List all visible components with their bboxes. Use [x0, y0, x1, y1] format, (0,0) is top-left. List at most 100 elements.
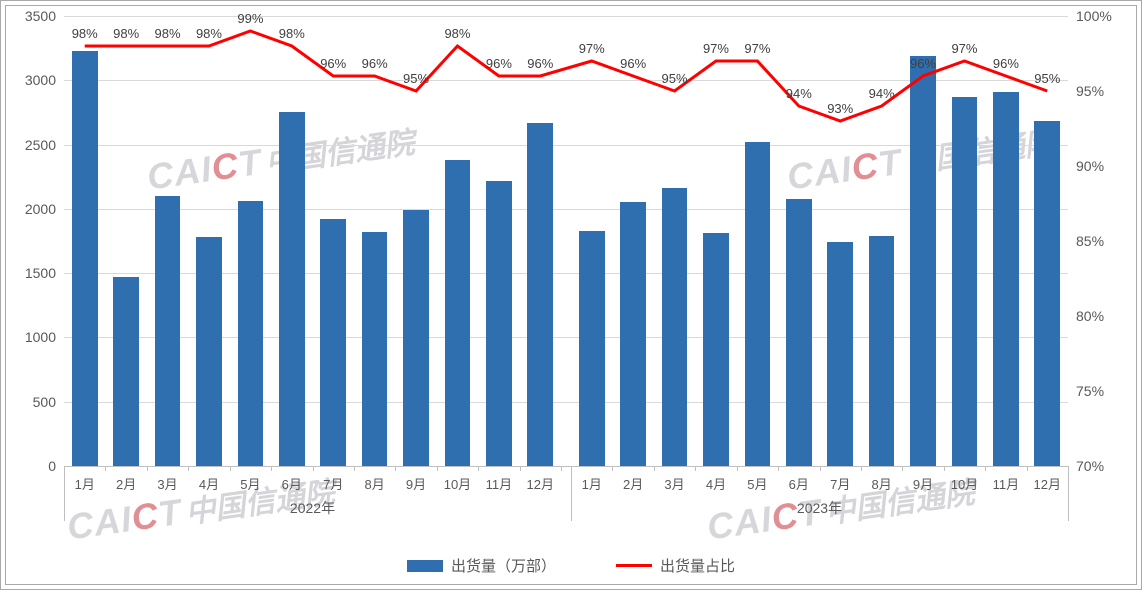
line-data-label: 97% — [951, 41, 977, 56]
x-tick — [478, 466, 479, 471]
x-tick — [861, 466, 862, 471]
x-tick-label: 4月 — [199, 474, 219, 493]
y-right-tick-label: 90% — [1076, 158, 1104, 174]
line-data-label: 95% — [1034, 71, 1060, 86]
line-data-label: 96% — [362, 56, 388, 71]
line-data-label: 96% — [993, 56, 1019, 71]
x-tick — [230, 466, 231, 471]
x-tick-label: 5月 — [747, 474, 767, 493]
x-tick — [737, 466, 738, 471]
y-left-tick-label: 0 — [48, 458, 56, 474]
y-right-tick-label: 75% — [1076, 383, 1104, 399]
y-right-tick-label: 85% — [1076, 233, 1104, 249]
line-data-label: 97% — [703, 41, 729, 56]
x-axis-baseline — [64, 466, 1068, 467]
data-labels-layer: 98%98%98%98%99%98%96%96%95%98%96%96%97%9… — [64, 16, 1068, 466]
x-tick — [105, 466, 106, 471]
x-tick-label: 8月 — [365, 474, 385, 493]
x-tick — [520, 466, 521, 471]
x-tick — [1068, 466, 1069, 471]
legend-bar-label: 出货量（万部） — [451, 555, 556, 576]
legend-swatch-line — [616, 564, 652, 567]
x-tick-label: 8月 — [872, 474, 892, 493]
x-tick — [695, 466, 696, 471]
x-tick-label: 12月 — [1034, 474, 1061, 493]
line-data-label: 95% — [403, 71, 429, 86]
y-left-tick-label: 2500 — [25, 137, 56, 153]
line-data-label: 93% — [827, 101, 853, 116]
y-axis-right: 70%75%80%85%90%95%100% — [1070, 16, 1136, 466]
chart-inner: CAICT中国信通院 CAICT中国信通院 CAICT中国信通院 CAICT中国… — [5, 5, 1137, 585]
y-right-tick-label: 70% — [1076, 458, 1104, 474]
x-tick — [902, 466, 903, 471]
x-tick — [985, 466, 986, 471]
x-tick — [188, 466, 189, 471]
line-data-label: 94% — [869, 86, 895, 101]
plot-area: 98%98%98%98%99%98%96%96%95%98%96%96%97%9… — [64, 16, 1068, 466]
x-tick — [354, 466, 355, 471]
x-tick — [612, 466, 613, 471]
x-tick — [561, 466, 562, 471]
line-data-label: 94% — [786, 86, 812, 101]
x-tick-label: 5月 — [240, 474, 260, 493]
y-left-tick-label: 1500 — [25, 265, 56, 281]
x-tick-label: 1月 — [582, 474, 602, 493]
legend-swatch-bar — [407, 560, 443, 572]
x-tick-label: 7月 — [830, 474, 850, 493]
x-tick — [437, 466, 438, 471]
line-data-label: 95% — [662, 71, 688, 86]
x-tick-label: 2月 — [623, 474, 643, 493]
legend-item-bar: 出货量（万部） — [407, 555, 556, 576]
y-axis-left: 0500100015002000250030003500 — [6, 16, 62, 466]
x-tick-label: 11月 — [993, 474, 1020, 493]
y-right-tick-label: 80% — [1076, 308, 1104, 324]
line-data-label: 96% — [620, 56, 646, 71]
x-tick — [271, 466, 272, 471]
x-tick — [395, 466, 396, 471]
x-tick-label: 3月 — [664, 474, 684, 493]
x-tick — [820, 466, 821, 471]
x-tick-label: 10月 — [444, 474, 471, 493]
x-tick — [944, 466, 945, 471]
x-tick — [313, 466, 314, 471]
year-separator — [1068, 466, 1069, 521]
x-tick-label: 6月 — [282, 474, 302, 493]
line-data-label: 98% — [196, 26, 222, 41]
year-label: 2022年 — [290, 498, 335, 518]
x-tick-label: 9月 — [406, 474, 426, 493]
legend-item-line: 出货量占比 — [616, 555, 735, 576]
x-tick-label: 3月 — [157, 474, 177, 493]
y-right-tick-label: 100% — [1076, 8, 1112, 24]
line-data-label: 97% — [579, 41, 605, 56]
y-left-tick-label: 1000 — [25, 329, 56, 345]
line-data-label: 96% — [320, 56, 346, 71]
x-tick-label: 1月 — [75, 474, 95, 493]
x-tick-label: 10月 — [951, 474, 978, 493]
x-tick-label: 9月 — [913, 474, 933, 493]
x-tick-label: 2月 — [116, 474, 136, 493]
line-data-label: 97% — [744, 41, 770, 56]
x-tick — [1027, 466, 1028, 471]
x-tick — [571, 466, 572, 471]
line-data-label: 99% — [237, 11, 263, 26]
x-tick-label: 11月 — [486, 474, 513, 493]
line-data-label: 98% — [113, 26, 139, 41]
line-data-label: 98% — [155, 26, 181, 41]
x-tick — [147, 466, 148, 471]
y-left-tick-label: 3000 — [25, 72, 56, 88]
y-right-tick-label: 95% — [1076, 83, 1104, 99]
line-data-label: 96% — [527, 56, 553, 71]
year-separator — [64, 466, 65, 521]
x-tick — [64, 466, 65, 471]
line-data-label: 98% — [444, 26, 470, 41]
line-data-label: 98% — [72, 26, 98, 41]
year-label: 2023年 — [797, 498, 842, 518]
line-data-label: 96% — [486, 56, 512, 71]
x-tick-label: 4月 — [706, 474, 726, 493]
legend-line-label: 出货量占比 — [660, 555, 735, 576]
x-tick-label: 7月 — [323, 474, 343, 493]
year-separator — [571, 466, 572, 521]
x-tick-label: 6月 — [789, 474, 809, 493]
x-tick-label: 12月 — [527, 474, 554, 493]
legend: 出货量（万部） 出货量占比 — [6, 555, 1136, 576]
